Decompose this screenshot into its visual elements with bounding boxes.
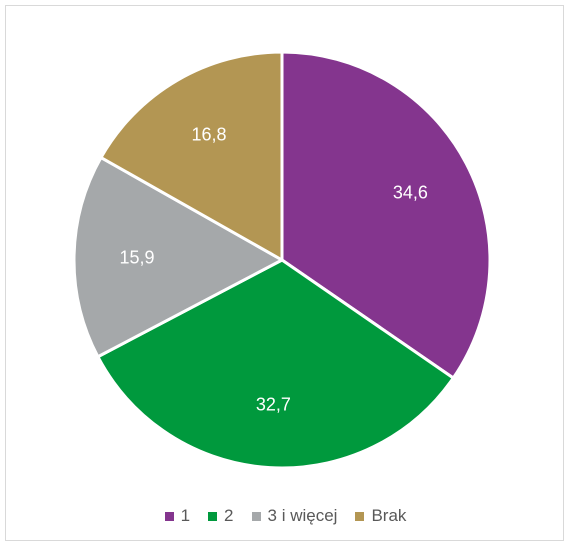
legend-swatch-1 bbox=[164, 511, 174, 521]
data-label-2: 32,7 bbox=[256, 395, 291, 415]
legend-swatch-2 bbox=[208, 511, 218, 521]
pie-slices bbox=[72, 50, 492, 470]
legend-label-2: 2 bbox=[224, 506, 234, 525]
pie-slice-brak bbox=[99, 50, 284, 262]
chart-legend: 1 2 3 i więcej Brak bbox=[0, 506, 571, 526]
data-label-brak: 16,8 bbox=[191, 125, 226, 145]
legend-label-3-i-wiecej: 3 i więcej bbox=[267, 506, 338, 525]
pie-slice-1 bbox=[280, 50, 492, 380]
legend-item-brak: Brak bbox=[355, 506, 406, 526]
pie-slice-2 bbox=[96, 258, 455, 470]
data-label-1: 34,6 bbox=[393, 183, 428, 203]
legend-item-2: 2 bbox=[208, 506, 234, 526]
data-label-3-i-wi-cej: 15,9 bbox=[119, 248, 154, 268]
legend-swatch-3-i-wiecej bbox=[251, 511, 261, 521]
pie-labels: 34,6 32,7 15,9 16,8 bbox=[119, 125, 427, 415]
legend-swatch-brak bbox=[355, 511, 365, 521]
legend-item-1: 1 bbox=[164, 506, 191, 526]
legend-item-3-i-wiecej: 3 i więcej bbox=[251, 506, 338, 526]
legend-label-brak: Brak bbox=[371, 506, 407, 525]
pie-slice-3-i-wi-cej bbox=[72, 156, 284, 359]
legend-label-1: 1 bbox=[180, 506, 191, 525]
